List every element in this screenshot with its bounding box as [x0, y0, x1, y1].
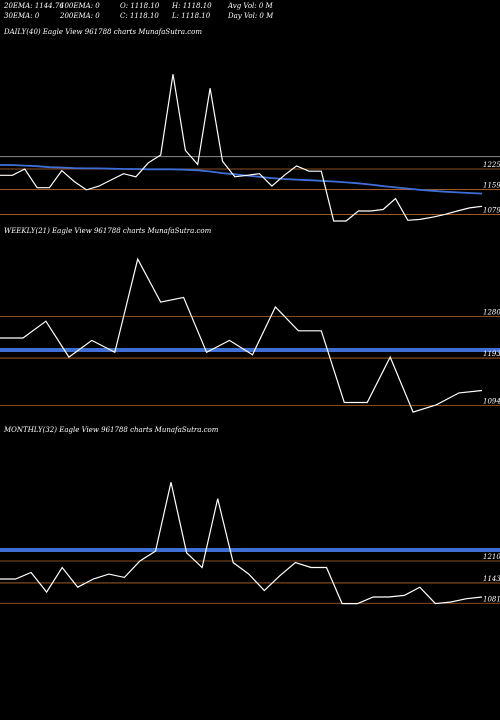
monthly-blue-band — [0, 548, 500, 552]
ema100-readout: 100EMA: 0 — [60, 2, 100, 10]
monthly-y-tick-1: 1143 — [483, 575, 500, 583]
day-vol-readout: Day Vol: 0 M — [228, 12, 274, 20]
close-readout: C: 1118.10 — [120, 12, 159, 20]
open-readout: O: 1118.10 — [120, 2, 160, 10]
daily-y-tick-1: 1159 — [483, 182, 500, 190]
weekly-y-tick-0: 1280 — [483, 308, 500, 316]
weekly-panel-label: WEEKLY(21) Eagle View 961788 charts Muna… — [4, 227, 212, 235]
weekly-y-tick-1: 1193 — [483, 350, 500, 358]
indicator-header: 20EMA: 1144.76 100EMA: 0 O: 1118.10 H: 1… — [0, 0, 500, 20]
ema200-readout: 200EMA: 0 — [60, 12, 100, 20]
weekly-blue-band — [0, 348, 500, 352]
daily-price-line — [0, 74, 483, 222]
low-readout: L: 1118.10 — [172, 12, 211, 20]
monthly-panel-label: MONTHLY(32) Eagle View 961788 charts Mun… — [4, 426, 219, 434]
ema30-readout: 30EMA: 0 — [4, 12, 40, 20]
weekly-y-tick-2: 1094 — [483, 397, 500, 405]
avg-vol-readout: Avg Vol: 0 M — [228, 2, 273, 10]
monthly-price-line — [0, 482, 483, 605]
daily-y-tick-2: 1079 — [483, 206, 500, 214]
weekly-price-line — [0, 257, 483, 413]
daily-ema-line — [0, 164, 483, 195]
daily-y-tick-0: 1225 — [483, 161, 500, 169]
daily-panel-label: DAILY(40) Eagle View 961788 charts Munaf… — [4, 28, 203, 36]
high-readout: H: 1118.10 — [172, 2, 212, 10]
monthly-y-tick-0: 1210 — [483, 553, 500, 561]
monthly-y-tick-2: 1081 — [483, 595, 500, 603]
ema20-readout: 20EMA: 1144.76 — [4, 2, 64, 10]
